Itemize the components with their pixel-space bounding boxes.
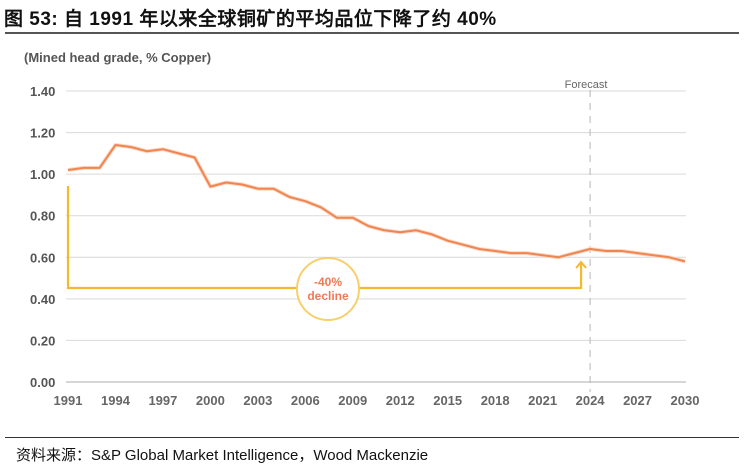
y-tick-label: 0.40 bbox=[30, 292, 55, 307]
x-tick-label: 1997 bbox=[148, 393, 177, 408]
source-note: 资料来源：S&P Global Market Intelligence，Wood… bbox=[16, 447, 429, 464]
y-tick-label: 0.20 bbox=[30, 333, 55, 348]
head-grade-line bbox=[67, 144, 686, 263]
title-divider bbox=[5, 32, 739, 34]
decline-annotation: -40%decline bbox=[66, 186, 587, 321]
x-tick-label: 2000 bbox=[196, 393, 225, 408]
figure-title: 图 53: 自 1991 年以来全球铜矿的平均品位下降了约 40% bbox=[4, 9, 497, 30]
data-series-line bbox=[67, 143, 686, 264]
y-tick-label: 0.00 bbox=[30, 375, 55, 390]
x-tick-label: 1991 bbox=[54, 393, 83, 408]
decline-percent-label: -40% bbox=[314, 275, 342, 289]
y-tick-label: 0.60 bbox=[30, 250, 55, 265]
x-tick-label: 2018 bbox=[481, 393, 510, 408]
y-axis-unit-label: (Mined head grade, % Copper) bbox=[24, 50, 212, 65]
y-tick-label: 1.40 bbox=[30, 84, 55, 99]
x-tick-label: 2021 bbox=[528, 393, 557, 408]
footer-divider bbox=[5, 437, 739, 438]
x-tick-label: 2015 bbox=[433, 393, 462, 408]
x-tick-label: 2009 bbox=[338, 393, 367, 408]
arrow-up-icon bbox=[575, 260, 587, 269]
y-tick-label: 1.20 bbox=[30, 126, 55, 141]
x-tick-label: 2027 bbox=[623, 393, 652, 408]
x-tick-label: 2030 bbox=[671, 393, 700, 408]
decline-word-label: decline bbox=[307, 289, 349, 303]
y-axis-ticks: 0.00 0.20 0.40 0.60 0.80 1.00 1.20 1.40 bbox=[30, 84, 55, 390]
x-tick-label: 1994 bbox=[101, 393, 131, 408]
forecast-divider: Forecast bbox=[565, 79, 608, 392]
forecast-label: Forecast bbox=[565, 79, 608, 91]
y-tick-label: 1.00 bbox=[30, 167, 55, 182]
y-tick-label: 0.80 bbox=[30, 209, 55, 224]
x-tick-label: 2003 bbox=[243, 393, 272, 408]
x-tick-label: 2006 bbox=[291, 393, 320, 408]
x-tick-label: 2012 bbox=[386, 393, 415, 408]
x-axis-ticks: 1991 1994 1997 2000 2003 2006 2009 2012 2015 2018… bbox=[54, 393, 700, 408]
gridlines bbox=[66, 90, 686, 383]
x-tick-label: 2024 bbox=[576, 393, 606, 408]
